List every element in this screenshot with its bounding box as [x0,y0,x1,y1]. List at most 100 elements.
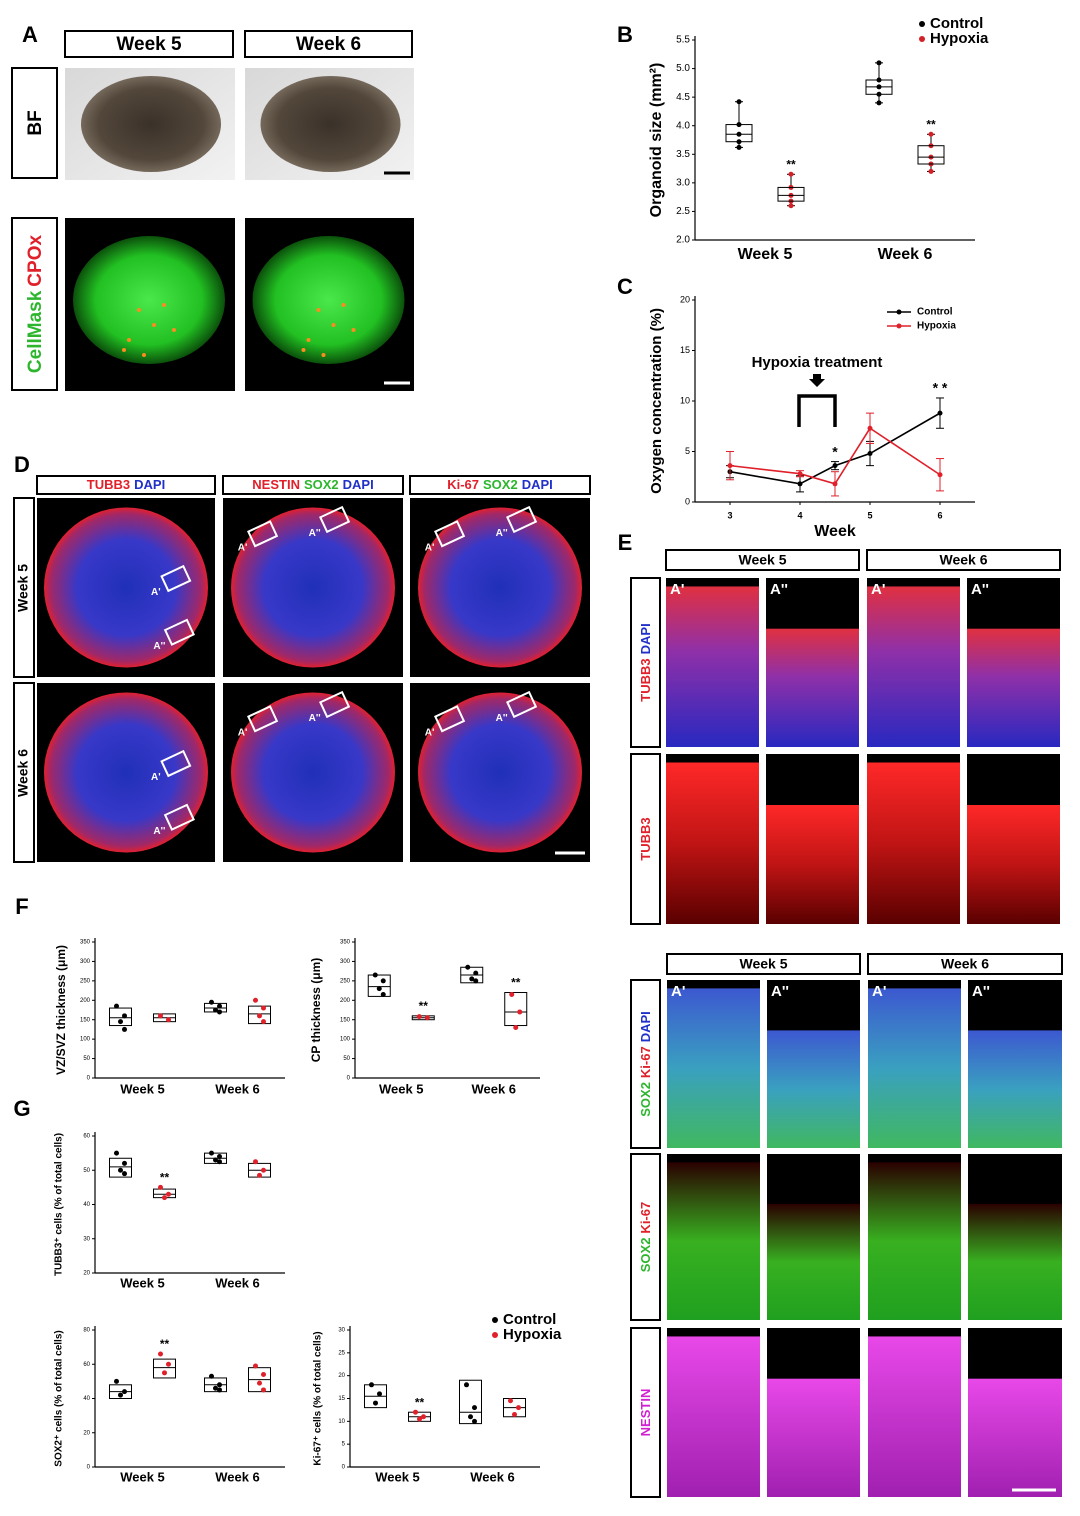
box [248,1005,271,1025]
y-tick-label: 80 [83,1328,90,1334]
label-box [867,953,1063,975]
column-header: Week 5 [740,956,788,972]
row-label-word: DAPI [638,1011,653,1042]
box [917,145,945,165]
y-tick-label: 3.0 [676,177,690,188]
row-label-word: CPOx [25,235,46,287]
data-point [373,1400,378,1406]
row-label-word: SOX2 [638,1238,653,1273]
data-point [261,1387,266,1393]
data-point [257,1380,262,1386]
y-tick-label: 5.0 [676,63,690,74]
row-label-word: DAPI [638,623,653,654]
x-tick-label: Week 6 [878,246,933,263]
box-dot [788,171,794,177]
column-header: Week 5 [739,552,787,568]
data-point [832,481,838,487]
micrograph [967,628,1060,747]
legend-marker [896,323,902,329]
data-point [166,1017,171,1023]
column-header-word: NESTIN [252,477,300,492]
region-box [163,618,195,646]
data-point [517,1009,523,1015]
x-tick-label: Week 5 [379,1081,424,1096]
data-point [416,1014,422,1020]
box-dot [928,168,934,174]
y-tick-label: 10 [338,1419,345,1425]
tissue [231,507,395,668]
cpox-spot [127,338,131,342]
legend-marker [919,21,925,27]
y-tick-label: 5 [342,1442,346,1448]
significance: ** [511,976,521,990]
label-box [222,475,404,495]
cpox-spot [316,308,321,312]
organoid [260,76,401,172]
row-label-word: Ki-67 [638,1046,653,1078]
data-point [217,1382,222,1388]
box-dot [736,99,742,105]
significance: ** [160,1337,170,1351]
bracket [797,394,837,427]
data-point [253,1159,258,1165]
data-point [727,463,733,469]
data-point [166,1361,171,1367]
region-box [160,749,192,778]
micrograph [868,1162,961,1320]
arrow [809,374,825,387]
region-box [319,505,351,534]
label-box [36,475,216,495]
column-header-word: SOX2 [483,477,518,492]
data-point [377,1391,382,1397]
row-label: CellMask CPOx [25,235,46,374]
column-header-word: DAPI [343,477,374,492]
panel-letter: B [617,22,633,47]
region-label: A'' [153,826,165,837]
y-tick-label: 300 [80,959,91,965]
data-point [114,1378,119,1384]
micrograph [867,762,960,924]
micrograph [666,586,759,747]
micrograph [968,1203,1062,1320]
region-box [506,505,538,534]
column-header: Week 6 [940,552,988,568]
data-point [257,1172,262,1178]
y-tick-label: 0 [342,1465,346,1471]
data-point [213,1385,218,1391]
data-point [114,1150,119,1156]
y-tick-label: 20 [338,1373,345,1379]
data-point [513,1024,519,1030]
tissue [44,507,208,668]
data-point [516,1405,521,1411]
row-label-word: TUBB3 [638,658,653,701]
label-box [866,549,1061,571]
significance: * [832,443,838,459]
tissue [231,692,395,853]
x-tick-label: Week 6 [215,1275,260,1290]
cpox-spot [306,338,311,342]
region-label: A' [872,983,886,1000]
y-axis-label: TUBB3⁺ cells (% of total cells) [54,1133,65,1276]
micrograph [968,1378,1062,1497]
box [109,1157,132,1178]
legend-label: Hypoxia [930,30,989,47]
data-point [122,1389,127,1395]
label-box [630,753,661,925]
micrograph [967,805,1060,924]
organoid [81,76,221,172]
data-point [158,1013,163,1019]
legend-marker [896,309,902,315]
region-label: A'' [771,983,789,1000]
micrograph [667,988,760,1148]
data-point [424,1015,430,1021]
data-point [114,1003,119,1009]
row-label-word: BF [25,110,46,135]
cpox-spot [122,348,126,352]
row-label: NESTIN [638,1389,653,1437]
y-tick-label: 4.5 [676,92,690,103]
column-header: TUBB3 DAPI [87,477,165,492]
column-header-word: TUBB3 [87,477,130,492]
region-label: A' [151,772,161,783]
data-point [261,1019,266,1025]
y-tick-label: 15 [680,345,690,355]
